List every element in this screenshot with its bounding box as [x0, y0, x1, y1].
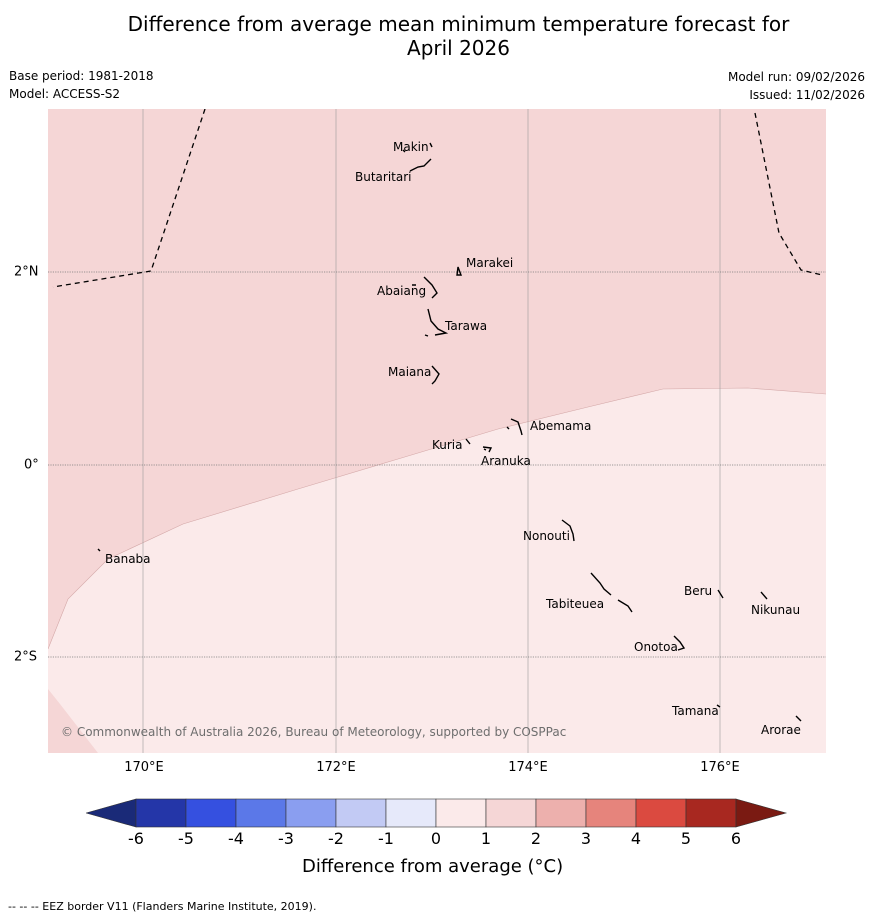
colorbar-cell [535, 798, 587, 828]
lon-label-176e: 176°E [700, 760, 740, 775]
lat-label-2s: 2°S [14, 649, 38, 665]
tamana-island [716, 704, 721, 708]
colorbar-tick-label: 3 [580, 829, 592, 848]
nikunau-island [760, 591, 768, 600]
title-line-2: April 2026 [407, 36, 510, 60]
island-label-abaiang: Abaiang [377, 284, 426, 298]
colorbar-tick-label: -1 [378, 829, 394, 848]
island-label-banaba: Banaba [105, 552, 151, 566]
tabiteuea-island [590, 572, 633, 613]
island-label-onotoa: Onotoa [634, 640, 678, 654]
island-label-maiana: Maiana [388, 365, 431, 379]
graticule [142, 109, 721, 753]
aranuka-island [482, 446, 493, 453]
colorbar-under-arrow [86, 798, 137, 828]
lat-label-2n: 2°N [14, 264, 39, 280]
island-labels: Makin Butaritari Marakei Abaiang Tarawa … [105, 140, 801, 737]
island-label-beru: Beru [684, 584, 712, 598]
marakei-island [456, 266, 463, 276]
colorbar-cell [485, 798, 537, 828]
island-label-kuria: Kuria [432, 438, 463, 452]
island-label-aranuka: Aranuka [481, 454, 531, 468]
colorbar-tick-label: 2 [530, 829, 542, 848]
region-boundary [48, 387, 826, 650]
colorbar-cell [635, 798, 687, 828]
tarawa-island [424, 308, 449, 337]
lon-label-170e: 170°E [124, 760, 164, 775]
model-run-date: Model run: 09/02/2026 [727, 70, 865, 84]
islands [97, 142, 802, 722]
makin-island [402, 142, 433, 153]
island-label-tabiteuea: Tabiteuea [545, 597, 604, 611]
issued-date: Issued: 11/02/2026 [749, 88, 865, 102]
colorbar-over-arrow [735, 798, 788, 828]
colorbar-cell [585, 798, 637, 828]
colorbar-cell [335, 798, 387, 828]
banaba-island [97, 548, 101, 552]
map-title: Difference from average mean minimum tem… [0, 12, 873, 60]
colorbar-cell [385, 798, 437, 828]
beru-island [717, 589, 724, 599]
forecast-info: Base period: 1981-2018 Model: ACCESS-S2 [9, 67, 154, 103]
copyright-notice: © Commonwealth of Australia 2026, Bureau… [61, 725, 566, 739]
colorbar-tick-label: -3 [278, 829, 294, 848]
eez-border [52, 109, 823, 288]
colorbar-tick-label: -2 [328, 829, 344, 848]
model-name: Model: ACCESS-S2 [9, 87, 121, 101]
colorbar-tick-label: 0 [430, 829, 442, 848]
island-label-abemama: Abemama [530, 419, 591, 433]
colorbar-cell [435, 798, 487, 828]
nonouti-island [561, 519, 575, 542]
abemama-island [506, 418, 523, 436]
colorbar-tick-label: -6 [128, 829, 144, 848]
abaiang-island [412, 276, 438, 299]
colorbar-tick-label: 5 [680, 829, 692, 848]
colorbar-label: Difference from average (°C) [302, 856, 564, 877]
kuria-island [465, 438, 471, 445]
island-label-marakei: Marakei [466, 256, 513, 270]
onotoa-island [673, 635, 686, 651]
colorbar-tick-label: 4 [630, 829, 642, 848]
island-label-butaritari: Butaritari [355, 170, 412, 184]
warmer-0-to-1-region [48, 388, 826, 753]
lon-label-172e: 172°E [316, 760, 356, 775]
island-label-nikunau: Nikunau [751, 603, 800, 617]
title-line-1: Difference from average mean minimum tem… [127, 12, 790, 36]
lon-label-174e: 174°E [508, 760, 548, 775]
lat-label-0: 0° [24, 457, 39, 473]
base-period: Base period: 1981-2018 [9, 69, 154, 83]
colorbar-cell [235, 798, 287, 828]
arorae-island [795, 715, 802, 722]
island-label-tarawa: Tarawa [444, 319, 487, 333]
colorbar-tick-label: 6 [730, 829, 742, 848]
colorbar-tick-label: -4 [228, 829, 244, 848]
map-panel: Makin Butaritari Marakei Abaiang Tarawa … [48, 109, 826, 753]
colorbar-tick-label: -5 [178, 829, 194, 848]
colorbar-tick-label: 1 [480, 829, 492, 848]
parallels [48, 271, 826, 658]
island-label-arorae: Arorae [761, 723, 801, 737]
island-label-tamana: Tamana [671, 704, 719, 718]
colorbar-cell [135, 798, 187, 828]
eez-legend-note: -- -- -- EEZ border V11 (Flanders Marine… [8, 900, 317, 913]
run-info: Model run: 09/02/2026 Issued: 11/02/2026 [728, 68, 865, 104]
colorbar-cell [185, 798, 237, 828]
colorbar [86, 798, 788, 828]
maiana-island [431, 365, 440, 385]
island-label-makin: Makin [393, 140, 429, 154]
colorbar-cell [685, 798, 737, 828]
butaritari-island [409, 158, 432, 172]
colorbar-cell [285, 798, 337, 828]
island-label-nonouti: Nonouti [523, 529, 570, 543]
